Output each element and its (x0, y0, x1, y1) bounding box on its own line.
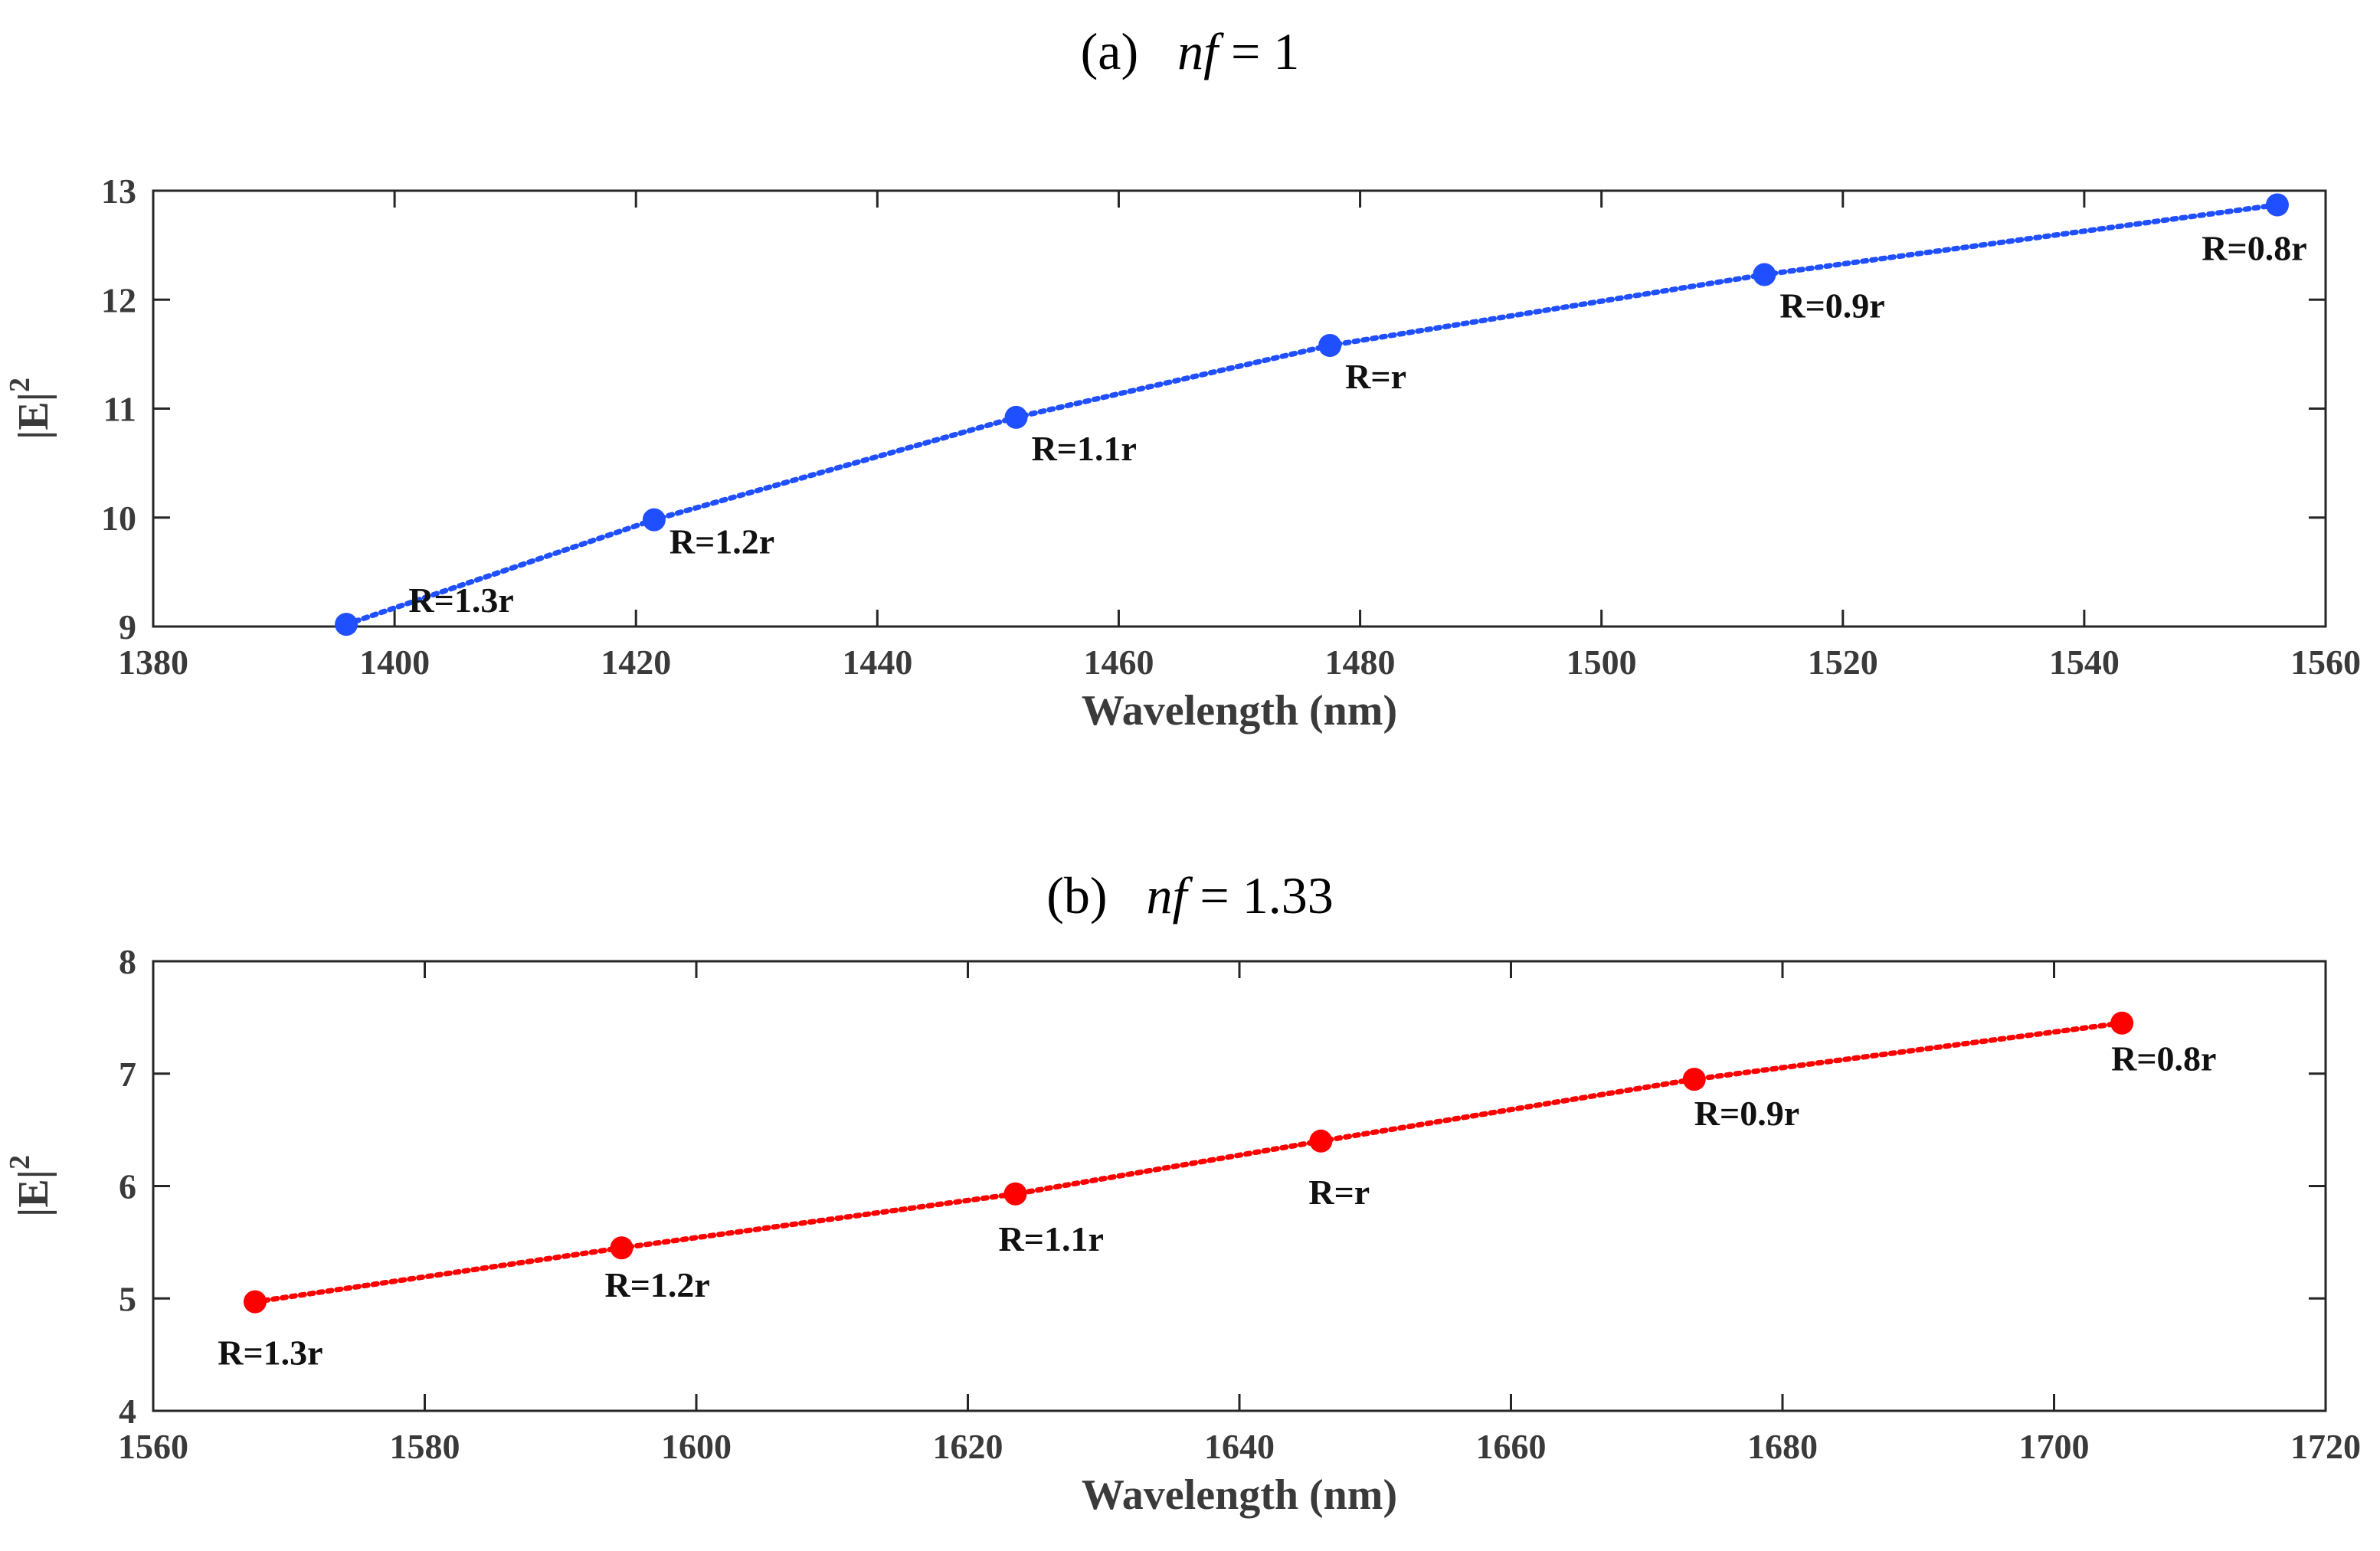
chart-0-data-point (335, 613, 358, 636)
chart-b-plot: 1560 1580 1600 1620 1640 1660 1680 1700 1720 4 5 6 7… (4, 942, 2361, 1519)
chart-b-title-variable: nf (1146, 866, 1187, 924)
chart-0-xtick-label: 1560 (2290, 643, 2361, 682)
chart-0-point-label: R=1.2r (669, 522, 774, 561)
chart-1-data-point (2110, 1011, 2134, 1035)
chart-b-title-prefix: (b) (1046, 866, 1108, 924)
chart-0-data-point (1318, 333, 1342, 357)
chart-1-ytick-label: 8 (119, 942, 136, 981)
chart-b-title-value: = 1.33 (1200, 866, 1334, 924)
chart-1-xtick-label: 1660 (1476, 1427, 1547, 1466)
chart-0-ylabel-exponent: 2 (4, 378, 36, 392)
chart-0-axes-box (152, 189, 2327, 628)
chart-0-data-point (1004, 405, 1028, 429)
chart-0-ylabel-base: |E| (10, 392, 57, 440)
chart-1-xtick-label: 1700 (2019, 1427, 2090, 1466)
chart-a-title-variable: nf (1177, 22, 1219, 80)
chart-0-point-label: R=0.8r (2202, 228, 2306, 267)
chart-0-point-label: R=r (1345, 357, 1406, 396)
chart-panel-a: (a) nf = 1 1380 1400 1420 1440 1460 1480 1500 1… (0, 0, 2380, 766)
chart-0-data-point (1753, 263, 1776, 286)
chart-1-ytick-label: 4 (119, 1392, 136, 1431)
chart-1-xtick-label: 1640 (1204, 1427, 1275, 1466)
chart-0-data-point (2265, 193, 2289, 217)
chart-1-ytick-label: 7 (119, 1055, 136, 1094)
chart-1-series-line (252, 1020, 2125, 1305)
chart-0-xtick-label: 1500 (1566, 643, 1637, 682)
chart-1-point-label: R=1.2r (605, 1265, 710, 1304)
chart-1-point-label: R=1.1r (999, 1219, 1104, 1258)
chart-a-plot: 1380 1400 1420 1440 1460 1480 1500 1520 1540 1560… (4, 172, 2361, 735)
chart-1-point-label: R=r (1308, 1173, 1370, 1212)
chart-0-ytick-label: 10 (101, 499, 136, 538)
chart-0-ytick-label: 12 (101, 280, 136, 319)
chart-1-point-label: R=1.3r (218, 1333, 322, 1373)
chart-0-ytick-label: 9 (119, 607, 136, 646)
chart-panel-b: (b) nf = 1.33 1560 1580 1600 1620 1640 1660 16… (0, 843, 2380, 1551)
chart-1-xtick-label: 1580 (390, 1427, 460, 1466)
chart-0-point-label: R=0.9r (1779, 286, 1884, 326)
chart-1-data-point (243, 1290, 267, 1314)
chart-0-xtick-label: 1480 (1325, 643, 1396, 682)
chart-1-ylabel-exponent: 2 (4, 1155, 36, 1170)
chart-1-xtick-label: 1620 (933, 1427, 1003, 1466)
chart-a-title-value: = 1 (1231, 22, 1300, 80)
chart-1-data-point (1003, 1182, 1027, 1206)
chart-a-title: (a) nf = 1 (0, 21, 2380, 82)
chart-1-ylabel: |E|2 (4, 1155, 57, 1217)
chart-1-point-label: R=0.8r (2111, 1039, 2216, 1078)
chart-1-xtick-label: 1680 (1747, 1427, 1818, 1466)
chart-b-title: (b) nf = 1.33 (0, 865, 2380, 926)
chart-0-xtick-label: 1420 (601, 643, 671, 682)
chart-1-xtick-label: 1600 (661, 1427, 732, 1466)
chart-1-xtick-label: 1720 (2290, 1427, 2361, 1466)
chart-0-xlabel: Wavelength (nm) (1082, 687, 1397, 735)
chart-0-ylabel: |E|2 (4, 378, 57, 440)
chart-0-point-label: R=1.1r (1032, 429, 1137, 468)
chart-a-title-prefix: (a) (1080, 22, 1139, 80)
chart-1-ylabel-base: |E| (10, 1170, 57, 1217)
chart-0-xtick-label: 1520 (1808, 643, 1878, 682)
chart-1-data-point (1682, 1068, 1706, 1091)
chart-0-xtick-label: 1540 (2049, 643, 2120, 682)
chart-1-ytick-label: 5 (119, 1279, 136, 1318)
chart-0-point-label: R=1.3r (408, 581, 513, 620)
chart-0-ytick-label: 11 (103, 390, 136, 429)
chart-0-xtick-label: 1380 (118, 643, 188, 682)
chart-1-point-label: R=0.9r (1694, 1094, 1799, 1133)
chart-0-ytick-label: 13 (101, 172, 136, 211)
chart-0-xtick-label: 1440 (842, 643, 912, 682)
chart-1-ytick-label: 6 (119, 1167, 136, 1206)
chart-0-xtick-label: 1400 (359, 643, 430, 682)
chart-0-xtick-label: 1460 (1083, 643, 1154, 682)
chart-1-xtick-label: 1560 (118, 1427, 188, 1466)
chart-1-data-point (1309, 1129, 1333, 1153)
chart-1-xlabel: Wavelength (nm) (1082, 1471, 1397, 1519)
chart-1-axes-box (152, 960, 2327, 1412)
chart-0-data-point (642, 508, 666, 532)
chart-1-data-point (610, 1236, 633, 1260)
chart-0-series-line (343, 201, 2280, 627)
